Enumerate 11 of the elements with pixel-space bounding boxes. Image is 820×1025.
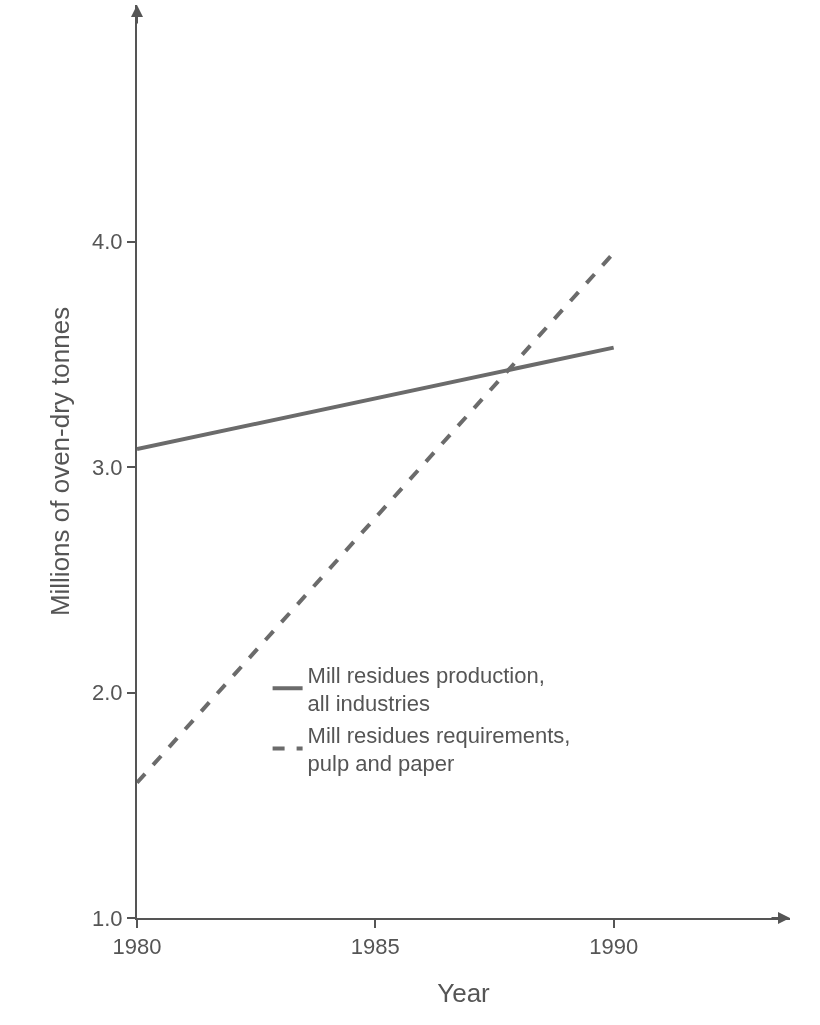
- x-tick-label: 1990: [589, 934, 639, 960]
- legend-label: Mill residues production, all industries: [307, 662, 545, 717]
- y-tick-label: 2.0: [92, 680, 123, 706]
- y-tick-label: 1.0: [92, 905, 123, 931]
- legend-label: Mill residues requirements, pulp and paper: [307, 722, 571, 777]
- x-tick-label: 1980: [112, 934, 162, 960]
- y-tick-label: 4.0: [92, 229, 123, 255]
- x-axis-title: Year: [437, 977, 491, 1008]
- y-tick-label: 3.0: [92, 454, 123, 480]
- x-tick-label: 1985: [350, 934, 400, 960]
- y-axis-title: Millions of oven-dry tonnes: [44, 306, 75, 617]
